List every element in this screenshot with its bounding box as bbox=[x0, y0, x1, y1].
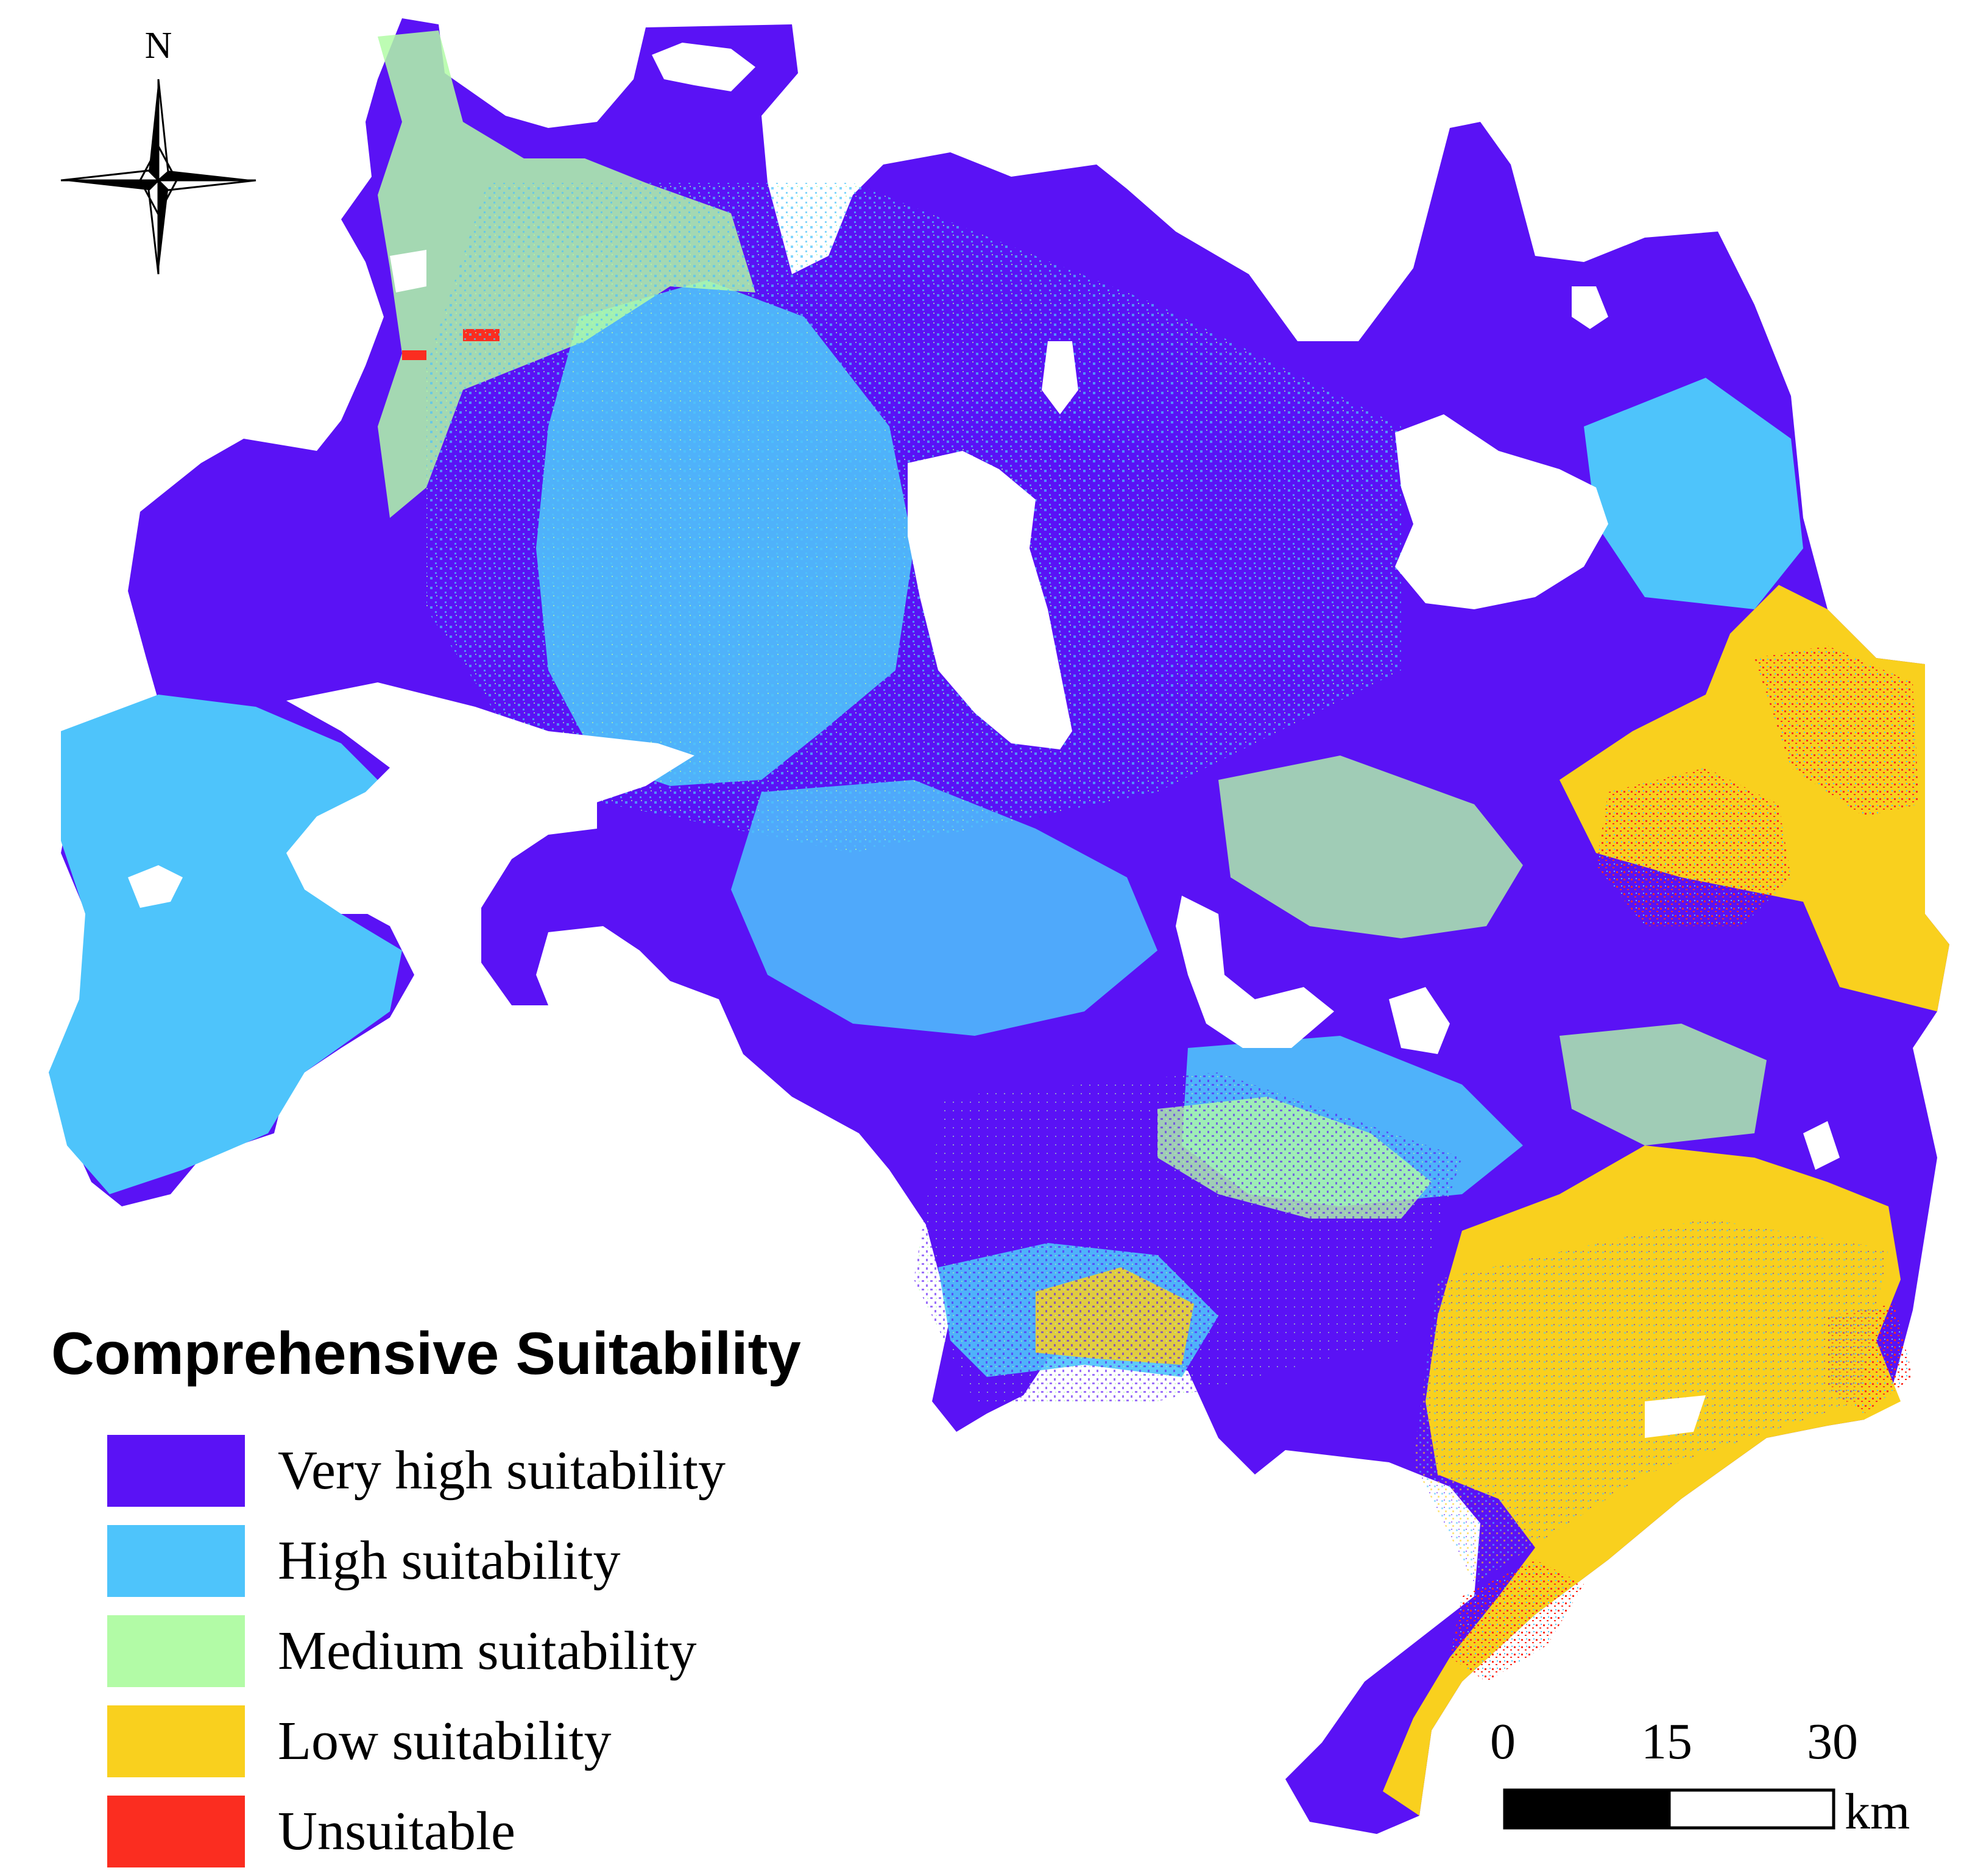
legend-title: Comprehensive Suitability bbox=[51, 1320, 801, 1387]
legend-item-low: Low suitability bbox=[107, 1705, 899, 1777]
water-body-far-east bbox=[1803, 1121, 1840, 1170]
water-body-southeast bbox=[1645, 1395, 1706, 1438]
scale-tick-15: 15 bbox=[1641, 1713, 1692, 1770]
legend-swatch-low bbox=[107, 1705, 245, 1777]
water-body-northeast bbox=[1572, 286, 1608, 329]
legend-swatch-very-high bbox=[107, 1435, 245, 1507]
zone-medium-central bbox=[1218, 756, 1523, 938]
legend-swatch-unsuitable bbox=[107, 1796, 245, 1867]
legend-label-unsuitable: Unsuitable bbox=[278, 1801, 515, 1861]
zone-unsuitable-patch-north-2 bbox=[402, 350, 426, 360]
scale-bar bbox=[1503, 1788, 1835, 1830]
scale-tick-30: 30 bbox=[1807, 1713, 1858, 1770]
texture-south-mix bbox=[914, 1072, 1462, 1401]
water-body-north bbox=[652, 43, 755, 91]
north-label: N bbox=[144, 25, 172, 66]
legend-label-low: Low suitability bbox=[278, 1711, 612, 1771]
scale-unit: km bbox=[1845, 1783, 1910, 1840]
legend-item-unsuitable: Unsuitable bbox=[107, 1796, 899, 1867]
zone-medium-east bbox=[1560, 1024, 1767, 1145]
zone-high-west bbox=[49, 695, 402, 1194]
water-body-south-central bbox=[1176, 896, 1334, 1048]
water-body-central bbox=[908, 451, 1072, 749]
legend-label-medium: Medium suitability bbox=[278, 1621, 697, 1681]
water-body-west-channel bbox=[128, 865, 183, 908]
water-body-east-2 bbox=[1389, 987, 1450, 1054]
legend-item-very-high: Very high suitability bbox=[107, 1435, 899, 1507]
legend-label-very-high: Very high suitability bbox=[278, 1440, 726, 1501]
legend-swatch-high bbox=[107, 1525, 245, 1597]
water-body-east bbox=[1395, 414, 1608, 609]
zone-unsuitable-east bbox=[1596, 768, 1791, 926]
zone-unsuitable-south bbox=[1450, 1560, 1584, 1682]
zone-unsuitable-far-east bbox=[1754, 646, 1919, 816]
water-body-southwest bbox=[286, 682, 694, 914]
north-arrow-icon bbox=[60, 79, 256, 275]
zone-high-east bbox=[1584, 378, 1803, 609]
legend-item-high: High suitability bbox=[107, 1525, 899, 1597]
scale-tick-0: 0 bbox=[1490, 1713, 1516, 1770]
legend-label-high: High suitability bbox=[278, 1531, 621, 1591]
legend-item-medium: Medium suitability bbox=[107, 1615, 899, 1687]
legend-swatch-medium bbox=[107, 1615, 245, 1687]
water-body-north-west-3 bbox=[390, 250, 426, 292]
water-body-north-2 bbox=[1042, 341, 1078, 414]
